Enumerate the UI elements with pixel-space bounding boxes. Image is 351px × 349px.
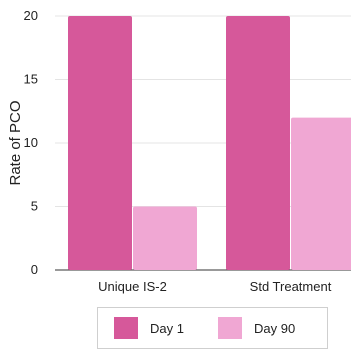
x-tick-label-1: Std Treatment <box>250 279 332 294</box>
legend-item-day-1: Day 1 <box>114 317 184 339</box>
legend-item-day-90: Day 90 <box>218 317 295 339</box>
legend: Day 1 Day 90 <box>97 307 328 349</box>
x-tick-label-0: Unique IS-2 <box>98 279 167 294</box>
y-tick-label-15: 15 <box>24 72 38 87</box>
legend-label-day-1: Day 1 <box>150 320 184 336</box>
bar-unique-is-2-day-90 <box>133 206 197 270</box>
y-tick-label-20: 20 <box>24 8 38 23</box>
y-tick-label-10: 10 <box>24 135 38 150</box>
bar-std-treatment-day-1 <box>226 16 290 270</box>
legend-swatch-day-1 <box>114 317 138 339</box>
y-tick-label-5: 5 <box>31 199 38 214</box>
y-axis-label: Rate of PCO <box>7 100 24 185</box>
bar-std-treatment-day-90 <box>291 117 351 270</box>
legend-label-day-90: Day 90 <box>254 320 296 336</box>
bar-unique-is-2-day-1 <box>68 16 132 270</box>
legend-swatch-day-90 <box>218 317 242 339</box>
y-tick-label-0: 0 <box>31 262 38 277</box>
